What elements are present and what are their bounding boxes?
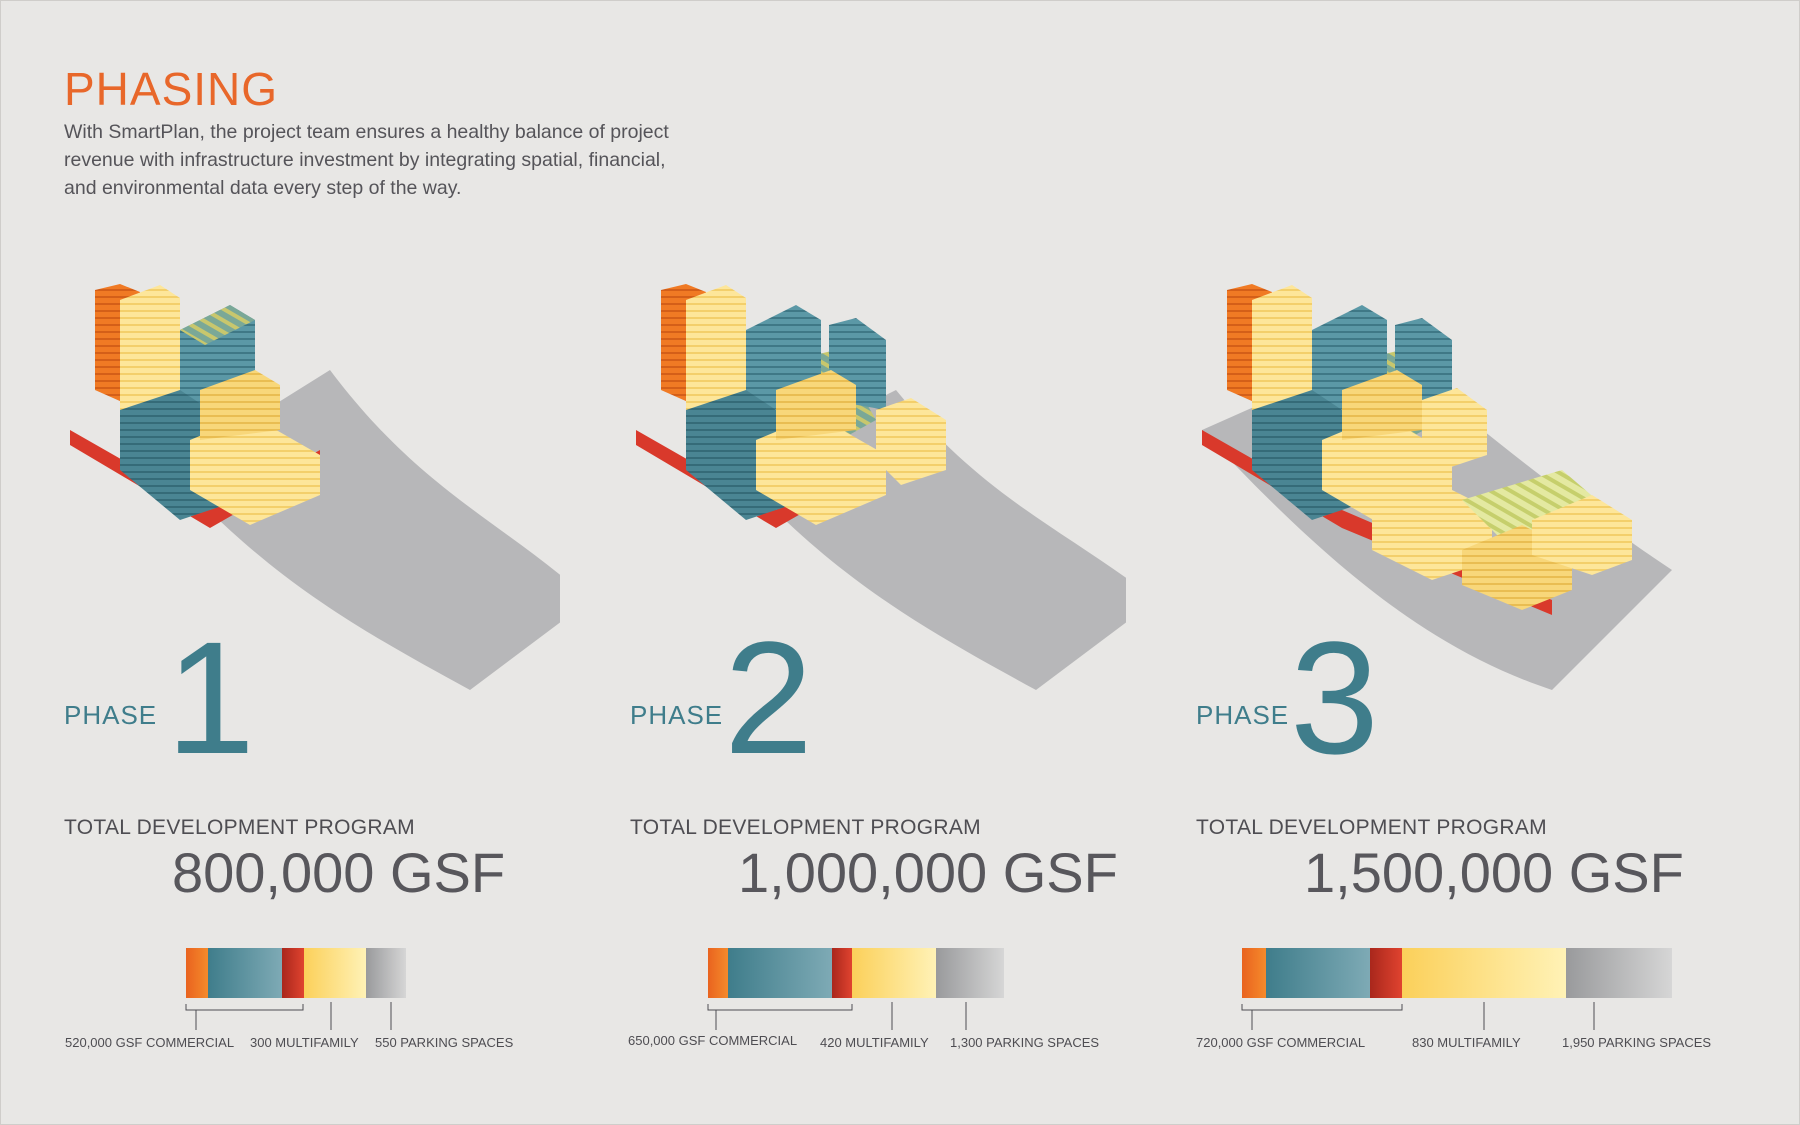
bar-commercial-teal — [208, 948, 282, 998]
tower-yellow-1 — [1252, 285, 1312, 410]
phase-1-label: PHASE — [64, 700, 158, 730]
phase-3-program-value: 1,500,000 GSF — [1304, 841, 1684, 904]
phase-2-multifamily-label: 420 MULTIFAMILY — [820, 1035, 929, 1050]
phase-1-massing-diagram — [70, 284, 560, 690]
phase-1-number: 1 — [166, 608, 255, 787]
phase-2-commercial-label: 650,000 GSF COMMERCIAL — [628, 1033, 798, 1048]
phase-2-program-bar — [707, 948, 1004, 1030]
bar-commercial-teal — [1266, 948, 1370, 998]
commercial-bracket — [707, 1004, 853, 1011]
phase-2-massing-diagram — [636, 284, 1126, 690]
block-yellow-6 — [1532, 495, 1632, 575]
phase-2-number: 2 — [724, 608, 813, 787]
bar-multifamily — [304, 948, 366, 998]
block-yellow-1 — [756, 415, 886, 525]
phase-1-column: PHASE 1 TOTAL DEVELOPMENT PROGRAM 800,00… — [0, 0, 560, 1125]
phase-1-multifamily-label: 300 MULTIFAMILY — [250, 1035, 359, 1050]
commercial-bracket — [1241, 1004, 1403, 1011]
block-yellow-3 — [876, 398, 946, 485]
tower-yellow-1 — [120, 285, 180, 410]
phase-3-label: PHASE — [1196, 700, 1290, 730]
phase-1-program-label: TOTAL DEVELOPMENT PROGRAM — [64, 816, 415, 839]
phase-3-column: PHASE 3 TOTAL DEVELOPMENT PROGRAM 1,500,… — [1132, 0, 1711, 1125]
bar-commercial-orange — [708, 948, 728, 998]
tower-yellow-1 — [686, 285, 746, 410]
bar-red — [282, 948, 304, 998]
commercial-bracket — [185, 1004, 304, 1011]
block-yellow-2 — [200, 370, 280, 440]
phase-3-number: 3 — [1290, 608, 1379, 787]
phase-2-program-label: TOTAL DEVELOPMENT PROGRAM — [630, 816, 981, 839]
phase-2-program-value: 1,000,000 GSF — [738, 841, 1118, 904]
block-teal-roof — [180, 305, 255, 345]
phase-1-commercial-label: 520,000 GSF COMMERCIAL — [65, 1035, 235, 1050]
phase-3-program-bar — [1241, 948, 1672, 1030]
block-yellow-2 — [776, 370, 856, 440]
phase-3-commercial-label: 720,000 GSF COMMERCIAL — [1196, 1035, 1366, 1050]
phase-3-multifamily-label: 830 MULTIFAMILY — [1412, 1035, 1521, 1050]
phase-2-parking-label: 1,300 PARKING SPACES — [950, 1035, 1100, 1050]
phase-2-label: PHASE — [630, 700, 724, 730]
bar-multifamily — [1402, 948, 1566, 998]
bar-parking — [366, 948, 406, 998]
bar-parking — [936, 948, 1004, 998]
block-yellow-2 — [1342, 370, 1422, 440]
bar-commercial-orange — [186, 948, 208, 998]
bar-commercial-teal — [728, 948, 832, 998]
phase-1-parking-label: 550 PARKING SPACES — [375, 1035, 514, 1050]
bar-parking — [1566, 948, 1672, 998]
block-yellow-1 — [190, 415, 320, 525]
bar-red — [1370, 948, 1402, 998]
phase-2-column: PHASE 2 TOTAL DEVELOPMENT PROGRAM 1,000,… — [566, 0, 1126, 1125]
bar-commercial-orange — [1242, 948, 1266, 998]
phase-1-program-bar — [185, 948, 406, 1030]
phase-1-program-value: 800,000 GSF — [172, 841, 506, 904]
phase-3-program-label: TOTAL DEVELOPMENT PROGRAM — [1196, 816, 1547, 839]
bar-red — [832, 948, 852, 998]
bar-multifamily — [852, 948, 936, 998]
intro-paragraph: With SmartPlan, the project team ensures… — [64, 121, 669, 199]
block-yellow-3 — [1422, 388, 1487, 470]
page-title: PHASING — [64, 63, 279, 115]
phase-3-parking-label: 1,950 PARKING SPACES — [1562, 1035, 1712, 1050]
phase-3-massing-diagram — [1202, 284, 1672, 690]
